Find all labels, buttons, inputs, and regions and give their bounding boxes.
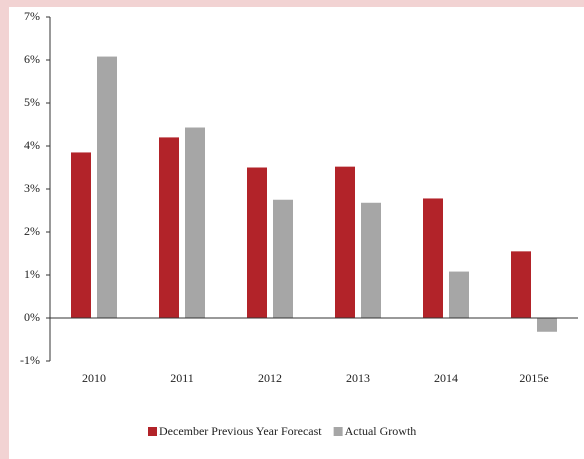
bar xyxy=(159,137,179,318)
bar xyxy=(97,56,117,319)
y-tick-label: 1% xyxy=(24,267,40,281)
y-tick-label: 0% xyxy=(24,310,40,324)
legend-label: December Previous Year Forecast xyxy=(159,424,322,438)
x-tick-label: 2011 xyxy=(170,371,194,385)
bar xyxy=(273,199,293,318)
legend-swatch xyxy=(148,427,157,436)
bar xyxy=(511,251,531,318)
legend-label: Actual Growth xyxy=(345,424,417,438)
bar xyxy=(335,166,355,318)
y-tick-label: 6% xyxy=(24,52,40,66)
y-tick-label: 3% xyxy=(24,181,40,195)
bar xyxy=(71,152,91,318)
bar xyxy=(361,202,381,318)
y-tick-label: 7% xyxy=(24,9,40,23)
bar xyxy=(449,271,469,318)
x-tick-label: 2012 xyxy=(258,371,282,385)
bar xyxy=(185,127,205,318)
bar xyxy=(423,198,443,318)
y-tick-label: 2% xyxy=(24,224,40,238)
x-tick-label: 2010 xyxy=(82,371,106,385)
legend-swatch xyxy=(333,427,343,436)
x-tick-label: 2013 xyxy=(346,371,370,385)
y-tick-label: 4% xyxy=(24,138,40,152)
y-tick-label: 5% xyxy=(24,95,40,109)
bar xyxy=(537,318,557,332)
x-tick-label: 2015e xyxy=(519,371,548,385)
y-tick-label: -1% xyxy=(20,353,40,367)
bar xyxy=(247,167,267,318)
x-tick-label: 2014 xyxy=(434,371,458,385)
